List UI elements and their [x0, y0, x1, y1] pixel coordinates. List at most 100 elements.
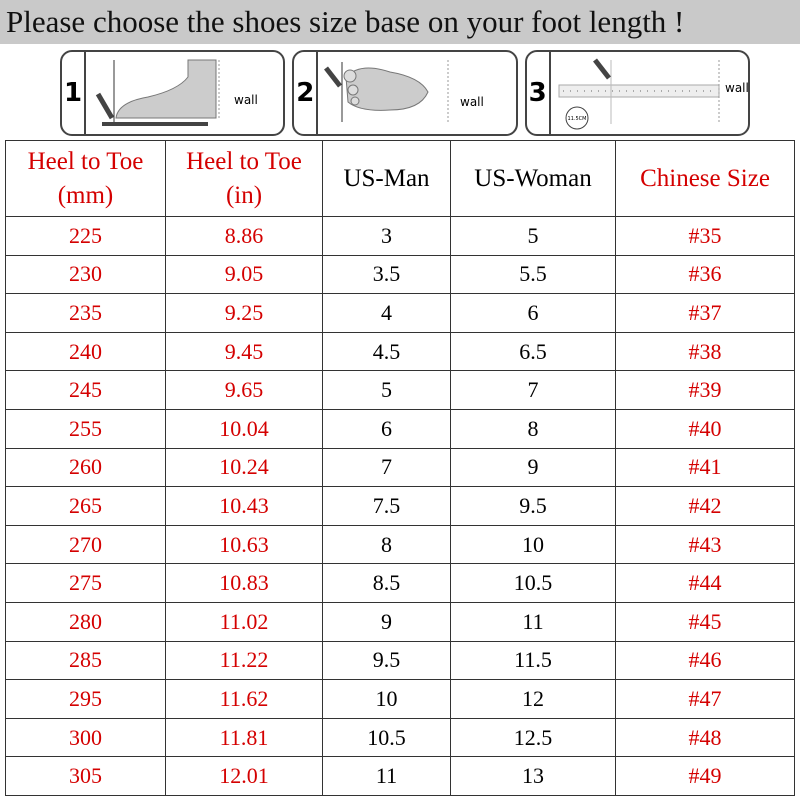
cell-heel-toe-mm: 300 — [5, 717, 166, 758]
step-number: 1 — [62, 52, 86, 134]
cell-heel-toe-in: 11.02 — [165, 601, 323, 642]
header-heel-toe-mm: Heel to Toe (mm) — [5, 140, 166, 217]
cell-us-man: 7.5 — [322, 486, 451, 526]
cell-us-man: 6 — [322, 408, 451, 449]
ruler-illustration-icon: 11.5CM wall — [558, 58, 749, 130]
cell-chinese-size: #36 — [615, 254, 795, 295]
table-row: 255 10.04 6 8 #40 — [5, 408, 795, 449]
cell-us-man: 9.5 — [322, 640, 451, 681]
wall-label: wall — [234, 93, 258, 107]
table-row: 305 12.01 11 13 #49 — [5, 756, 795, 796]
cell-heel-toe-in: 8.86 — [165, 216, 323, 256]
cell-us-woman: 5 — [450, 216, 616, 256]
cell-us-woman: 13 — [450, 756, 616, 796]
page-title: Please choose the shoes size base on you… — [0, 0, 800, 44]
cell-heel-toe-in: 11.81 — [165, 717, 323, 758]
cell-us-man: 4.5 — [322, 331, 451, 372]
step-1-panel: 1 wall — [60, 50, 286, 136]
header-us-woman: US-Woman — [450, 140, 616, 217]
table-row: 270 10.63 8 10 #43 — [5, 524, 795, 565]
cell-us-man: 9 — [322, 601, 451, 642]
cell-us-man: 11 — [322, 756, 451, 796]
cell-heel-toe-in: 10.43 — [165, 486, 323, 526]
table-row: 230 9.05 3.5 5.5 #36 — [5, 254, 795, 295]
table-header-row: Heel to Toe (mm) Heel to Toe (in) US-Man U… — [5, 140, 795, 217]
table-row: 235 9.25 4 6 #37 — [5, 293, 795, 333]
cell-us-man: 10 — [322, 679, 451, 719]
cell-heel-toe-in: 9.25 — [165, 293, 323, 333]
cell-heel-toe-mm: 240 — [5, 331, 166, 372]
cell-chinese-size: #49 — [615, 756, 795, 796]
cell-heel-toe-mm: 260 — [5, 447, 166, 488]
table-row: 225 8.86 3 5 #35 — [5, 216, 795, 256]
cell-heel-toe-mm: 230 — [5, 254, 166, 295]
cell-heel-toe-mm: 235 — [5, 293, 166, 333]
cell-heel-toe-in: 10.04 — [165, 408, 323, 449]
cell-heel-toe-mm: 295 — [5, 679, 166, 719]
table-row: 265 10.43 7.5 9.5 #42 — [5, 486, 795, 526]
cell-us-woman: 6.5 — [450, 331, 616, 372]
cell-chinese-size: #45 — [615, 601, 795, 642]
cell-heel-toe-in: 11.22 — [165, 640, 323, 681]
table-row: 260 10.24 7 9 #41 — [5, 447, 795, 488]
table-row: 245 9.65 5 7 #39 — [5, 370, 795, 410]
foot-side-illustration-icon: wall — [95, 59, 258, 126]
cell-us-woman: 10.5 — [450, 563, 616, 603]
step-3-panel: 3 11.5CM wall — [524, 50, 750, 136]
cell-us-man: 10.5 — [322, 717, 451, 758]
step-2-panel: 2 wall — [292, 50, 518, 136]
cell-us-man: 3 — [322, 216, 451, 256]
cell-heel-toe-in: 10.63 — [165, 524, 323, 565]
cell-heel-toe-mm: 265 — [5, 486, 166, 526]
cell-chinese-size: #47 — [615, 679, 795, 719]
table-row: 240 9.45 4.5 6.5 #38 — [5, 331, 795, 372]
cell-heel-toe-in: 11.62 — [165, 679, 323, 719]
cell-chinese-size: #38 — [615, 331, 795, 372]
cell-heel-toe-mm: 270 — [5, 524, 166, 565]
measurement-steps: 1 wall 2 wall 3 11.5CM wall — [60, 50, 750, 136]
cell-us-woman: 12.5 — [450, 717, 616, 758]
header-us-man: US-Man — [322, 140, 451, 217]
cell-us-man: 3.5 — [322, 254, 451, 295]
cell-chinese-size: #39 — [615, 370, 795, 410]
table-row: 285 11.22 9.5 11.5 #46 — [5, 640, 795, 681]
wall-label: wall — [725, 81, 749, 95]
cell-us-woman: 7 — [450, 370, 616, 410]
cell-us-woman: 11.5 — [450, 640, 616, 681]
cell-heel-toe-mm: 255 — [5, 408, 166, 449]
cell-us-woman: 6 — [450, 293, 616, 333]
table-row: 300 11.81 10.5 12.5 #48 — [5, 717, 795, 758]
cell-us-woman: 8 — [450, 408, 616, 449]
cell-chinese-size: #48 — [615, 717, 795, 758]
ruler-label: 11.5CM — [567, 116, 586, 122]
cell-us-woman: 10 — [450, 524, 616, 565]
cell-us-man: 8.5 — [322, 563, 451, 603]
cell-chinese-size: #43 — [615, 524, 795, 565]
cell-us-woman: 9.5 — [450, 486, 616, 526]
cell-us-woman: 9 — [450, 447, 616, 488]
cell-us-woman: 11 — [450, 601, 616, 642]
cell-us-man: 4 — [322, 293, 451, 333]
cell-heel-toe-in: 12.01 — [165, 756, 323, 796]
cell-heel-toe-in: 10.83 — [165, 563, 323, 603]
foot-top-illustration-icon: wall — [324, 60, 484, 124]
cell-heel-toe-in: 9.65 — [165, 370, 323, 410]
wall-label: wall — [460, 95, 484, 109]
cell-us-woman: 5.5 — [450, 254, 616, 295]
cell-chinese-size: #42 — [615, 486, 795, 526]
cell-chinese-size: #46 — [615, 640, 795, 681]
table-row: 295 11.62 10 12 #47 — [5, 679, 795, 719]
cell-heel-toe-mm: 285 — [5, 640, 166, 681]
cell-chinese-size: #44 — [615, 563, 795, 603]
header-chinese-size: Chinese Size — [615, 140, 795, 217]
cell-chinese-size: #37 — [615, 293, 795, 333]
cell-heel-toe-in: 9.45 — [165, 331, 323, 372]
cell-heel-toe-mm: 280 — [5, 601, 166, 642]
cell-heel-toe-mm: 225 — [5, 216, 166, 256]
cell-heel-toe-mm: 245 — [5, 370, 166, 410]
cell-us-man: 5 — [322, 370, 451, 410]
table-row: 280 11.02 9 11 #45 — [5, 601, 795, 642]
header-heel-toe-in: Heel to Toe (in) — [165, 140, 323, 217]
table-row: 275 10.83 8.5 10.5 #44 — [5, 563, 795, 603]
cell-us-man: 7 — [322, 447, 451, 488]
